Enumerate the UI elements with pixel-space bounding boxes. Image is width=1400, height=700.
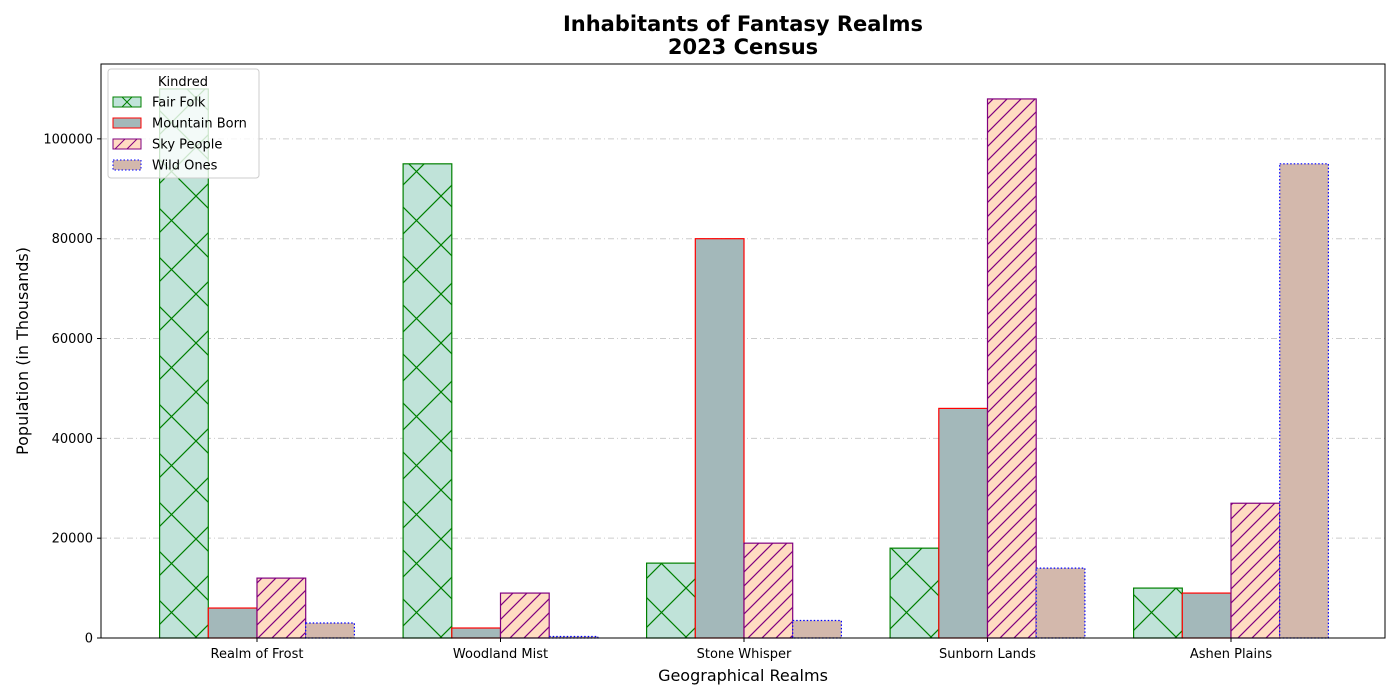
bar-fill bbox=[1036, 568, 1085, 638]
legend-label: Wild Ones bbox=[152, 159, 218, 174]
legend-swatch bbox=[113, 139, 141, 149]
bar-fill bbox=[695, 238, 744, 638]
x-axis-ticks: Realm of Frost Woodland Mist Stone Whisper… bbox=[211, 638, 1273, 662]
bar-fair-folk bbox=[402, 163, 453, 639]
legend-box bbox=[107, 68, 260, 179]
bar-hatch bbox=[646, 563, 696, 638]
chart-title: Inhabitants of Fantasy Realms bbox=[563, 12, 923, 36]
bar-fill bbox=[549, 636, 598, 638]
bar-fill bbox=[1279, 163, 1329, 638]
bar-fair-folk bbox=[159, 88, 209, 639]
bar-fill bbox=[792, 620, 842, 638]
x-tick-label: Sunborn Lands bbox=[939, 647, 1036, 662]
y-tick-label: 20000 bbox=[52, 532, 93, 547]
bar-mountain-born bbox=[207, 607, 258, 639]
bar-wild-ones bbox=[792, 619, 843, 639]
bar-fill bbox=[1182, 593, 1231, 638]
bar-hatch bbox=[1231, 503, 1280, 638]
x-tick-label: Woodland Mist bbox=[453, 647, 548, 662]
bar-fill bbox=[938, 408, 988, 638]
bar-fair-folk bbox=[889, 547, 940, 639]
legend-item-fair-folk: Fair Folk bbox=[112, 96, 206, 111]
bar-wild-ones bbox=[305, 622, 356, 639]
legend-item-sky-people: Sky People bbox=[112, 138, 222, 153]
bar-mountain-born bbox=[1181, 592, 1232, 639]
bar-sky-people bbox=[499, 592, 550, 639]
chart-subtitle: 2023 Census bbox=[668, 35, 818, 59]
legend: Kindred Fair Folk Mountain Born Sky People… bbox=[107, 68, 260, 179]
x-axis-label: Geographical Realms bbox=[658, 666, 828, 685]
bars bbox=[159, 88, 1329, 639]
bar-fill bbox=[208, 608, 257, 638]
legend-swatch-edge bbox=[112, 117, 142, 129]
y-tick-label: 0 bbox=[85, 632, 93, 647]
bar-mountain-born bbox=[451, 627, 502, 639]
y-tick-label: 40000 bbox=[52, 432, 93, 447]
bar-hatch bbox=[403, 163, 452, 638]
bar-sky-people bbox=[1230, 502, 1281, 639]
bar-sky-people bbox=[743, 542, 794, 639]
legend-hatch bbox=[114, 138, 138, 150]
plot-frame bbox=[100, 63, 1386, 639]
legend-title: Kindred bbox=[158, 75, 208, 90]
y-axis-ticks: 0 20000 40000 60000 80000 100000 bbox=[43, 132, 101, 647]
bar-sky-people bbox=[986, 98, 1037, 639]
bar-hatch bbox=[744, 543, 793, 638]
legend-label: Mountain Born bbox=[152, 117, 247, 132]
legend-swatch bbox=[113, 118, 141, 128]
bar-fair-folk bbox=[1132, 587, 1183, 639]
x-tick-label: Realm of Frost bbox=[211, 647, 304, 662]
bar-hatch bbox=[1133, 588, 1183, 638]
bar-wild-ones bbox=[1035, 567, 1086, 639]
y-tick-label: 60000 bbox=[52, 332, 93, 347]
y-tick-label: 80000 bbox=[52, 232, 93, 247]
bar-sky-people bbox=[256, 577, 307, 639]
bar-hatch bbox=[987, 98, 1037, 638]
legend-swatch bbox=[113, 160, 141, 170]
legend-label: Fair Folk bbox=[152, 96, 206, 111]
legend-swatch-edge bbox=[112, 159, 142, 171]
bar-hatch bbox=[257, 578, 306, 638]
legend-item-wild-ones: Wild Ones bbox=[112, 159, 218, 174]
bar-edge bbox=[792, 619, 843, 639]
bar-mountain-born bbox=[694, 238, 745, 639]
x-tick-label: Ashen Plains bbox=[1190, 647, 1273, 662]
bar-hatch bbox=[159, 88, 209, 638]
bar-mountain-born bbox=[938, 407, 989, 639]
bar-fill bbox=[305, 623, 355, 638]
bar-hatch bbox=[890, 548, 939, 638]
legend-swatch-edge bbox=[112, 138, 142, 150]
bar-hatch bbox=[500, 593, 550, 638]
legend-item-mountain-born: Mountain Born bbox=[112, 117, 247, 132]
legend-swatch-edge bbox=[112, 96, 142, 108]
y-tick-label: 100000 bbox=[43, 132, 93, 147]
bar-fill bbox=[451, 628, 501, 638]
legend-label: Sky People bbox=[152, 138, 222, 153]
legend-hatch bbox=[121, 96, 133, 108]
y-axis-label: Population (in Thousands) bbox=[13, 247, 32, 455]
x-tick-label: Stone Whisper bbox=[697, 647, 792, 662]
bar-wild-ones bbox=[1279, 163, 1329, 639]
bar-fair-folk bbox=[645, 562, 696, 639]
